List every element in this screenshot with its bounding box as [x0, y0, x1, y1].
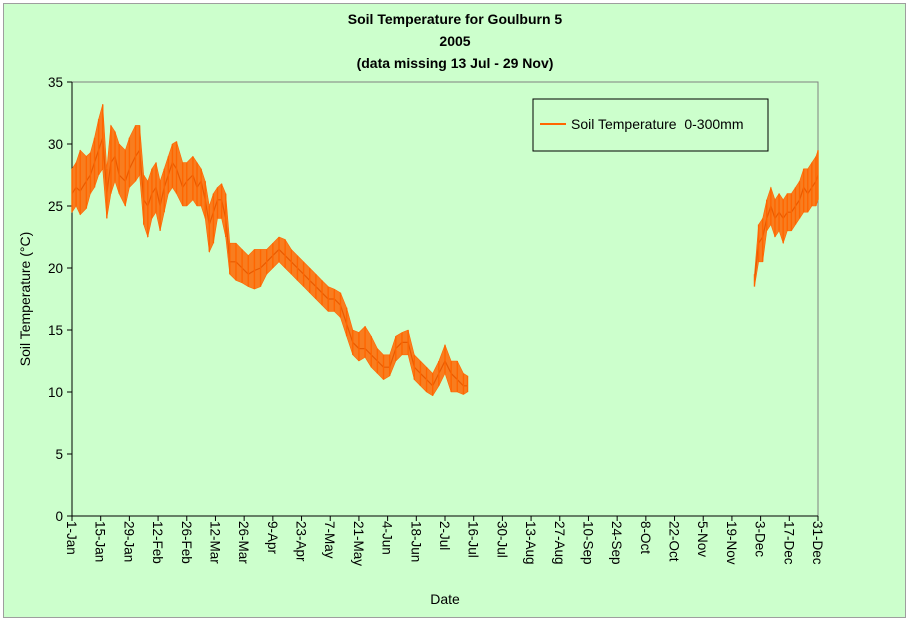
y-axis: 0 5 10 15 20 25 30 35 — [48, 75, 73, 524]
x-tick-label: 8-Oct — [638, 521, 653, 554]
x-tick-label: 17-Dec — [781, 521, 796, 565]
x-tick-label: 4-Jun — [380, 521, 395, 555]
x-tick-label: 1-Jan — [64, 521, 79, 555]
x-axis: 1-Jan 15-Jan 29-Jan 12-Feb 26-Feb 12-Mar 26-Ma… — [64, 515, 825, 566]
chart-note-line: (data missing 13 Jul - 29 Nov) — [357, 55, 554, 71]
y-tick-label: 20 — [48, 261, 63, 276]
x-tick-label: 18-Jun — [408, 521, 423, 562]
x-tick-label: 16-Jul — [466, 521, 481, 558]
x-tick-label: 15-Jan — [93, 521, 108, 562]
x-tick-label: 5-Nov — [695, 521, 710, 557]
x-tick-label: 7-May — [322, 521, 337, 559]
x-tick-label: 9-Apr — [265, 521, 280, 555]
series-soil-temperature — [71, 104, 819, 397]
legend-label: Soil Temperature 0-300mm — [571, 116, 743, 132]
x-tick-label: 24-Sep — [609, 521, 624, 565]
series-line-1 — [71, 137, 468, 387]
x-tick-label: 30-Jul — [494, 521, 509, 558]
x-tick-label: 10-Sep — [580, 521, 595, 565]
y-tick-label: 15 — [48, 323, 63, 338]
y-axis-title: Soil Temperature (°C) — [17, 232, 33, 367]
x-axis-title: Date — [430, 591, 460, 607]
legend: Soil Temperature 0-300mm — [532, 98, 769, 152]
x-tick-label: 29-Jan — [121, 521, 136, 562]
chart-area — [3, 3, 906, 618]
x-tick-label: 13-Aug — [523, 521, 538, 565]
y-tick-label: 35 — [48, 75, 63, 90]
chart-title: Soil Temperature for Goulburn 5 2005 (da… — [348, 11, 563, 71]
x-tick-label: 12-Mar — [207, 521, 222, 564]
x-tick-label: 21-May — [351, 521, 366, 566]
y-tick-label: 0 — [55, 509, 63, 524]
x-tick-label: 12-Feb — [150, 521, 165, 564]
chart-background — [4, 4, 905, 617]
y-tick-label: 30 — [48, 137, 63, 152]
y-tick-label: 25 — [48, 199, 63, 214]
chart-subtitle-line: 2005 — [439, 33, 470, 49]
x-tick-label: 2-Jul — [437, 521, 452, 550]
chart-title-line: Soil Temperature for Goulburn 5 — [348, 11, 563, 27]
x-tick-label: 26-Mar — [236, 521, 251, 564]
x-tick-label: 22-Oct — [667, 521, 682, 562]
legend-box — [532, 98, 769, 152]
x-tick-label: 23-Apr — [294, 521, 309, 562]
x-tick-label: 26-Feb — [179, 521, 194, 564]
x-tick-label: 31-Dec — [810, 521, 825, 565]
x-tick-label: 27-Aug — [552, 521, 567, 565]
y-tick-label: 5 — [55, 447, 63, 462]
y-tick-label: 10 — [48, 385, 63, 400]
x-tick-label: 19-Nov — [724, 521, 739, 565]
x-tick-label: 3-Dec — [753, 521, 768, 557]
